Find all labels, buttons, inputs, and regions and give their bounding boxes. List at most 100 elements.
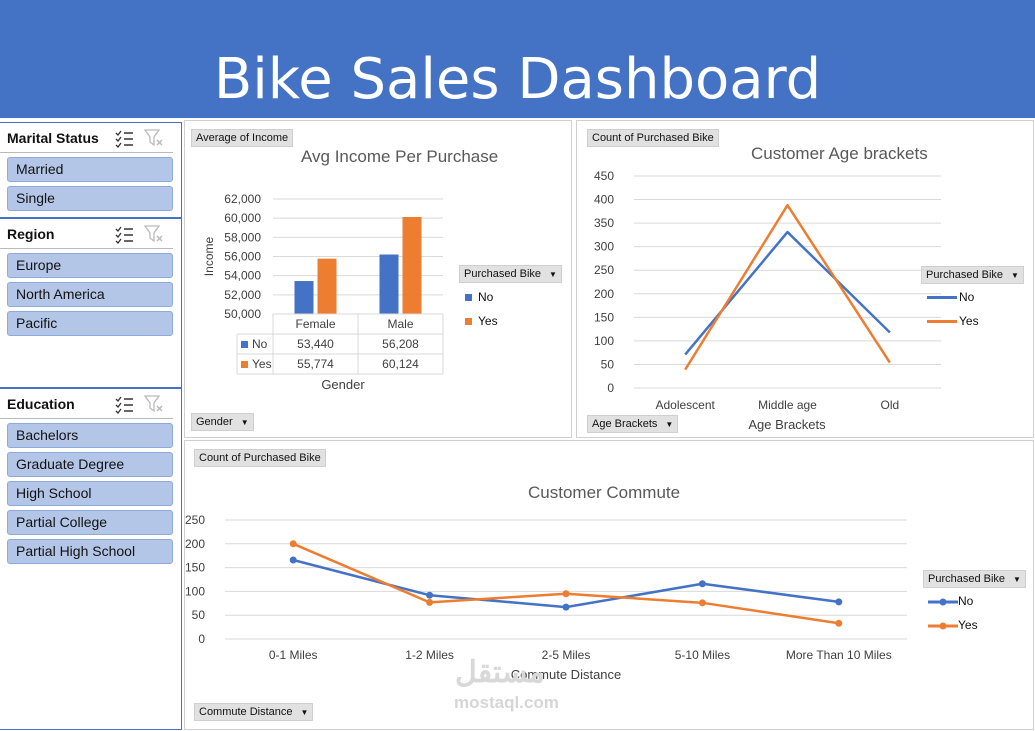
slicer-marital-status: Marital Status Married Single	[0, 122, 182, 218]
data-point-yes	[289, 540, 297, 548]
axis-field-button[interactable]: Commute Distance ▼	[194, 703, 314, 721]
y-tick-label: 150	[594, 310, 614, 324]
slicer-item-high-school[interactable]: High School	[7, 481, 173, 506]
category-label: 1-2 Miles	[405, 648, 454, 662]
legend-swatch-yes	[465, 318, 472, 325]
series-line-no	[292, 558, 839, 609]
multi-select-icon[interactable]	[113, 393, 135, 415]
data-point-no	[426, 591, 434, 599]
slicer-item-partial-college[interactable]: Partial College	[7, 510, 173, 535]
category-label: Male	[387, 317, 413, 331]
category-label: Adolescent	[655, 398, 715, 412]
value-field-button[interactable]: Average of Income	[191, 129, 294, 147]
category-label: Old	[880, 398, 899, 412]
y-tick-label: 300	[594, 240, 614, 254]
y-tick-label: 350	[594, 216, 614, 230]
multi-select-icon[interactable]	[113, 127, 135, 149]
table-series-name: Yes	[252, 357, 272, 371]
clear-filter-icon[interactable]	[143, 393, 165, 415]
legend-no: No	[465, 290, 493, 304]
y-tick-label: 60,000	[224, 211, 261, 225]
data-point-yes	[698, 599, 706, 607]
value-field-button[interactable]: Count of Purchased Bike	[194, 449, 326, 467]
y-tick-label: 56,000	[224, 250, 261, 264]
legend-line-no	[928, 598, 958, 606]
value-field-button[interactable]: Count of Purchased Bike	[587, 129, 719, 147]
legend-no: No	[928, 594, 973, 608]
legend-line-no	[927, 296, 957, 300]
legend-yes: Yes	[465, 314, 498, 328]
slicer-items: Europe North America Pacific	[0, 253, 181, 336]
dropdown-arrow-icon: ▼	[549, 270, 557, 279]
table-legend-key	[241, 361, 248, 368]
table-series-name: No	[252, 337, 268, 351]
slicer-title: Marital Status	[7, 129, 99, 146]
y-tick-label: 52,000	[224, 288, 261, 302]
category-label: 2-5 Miles	[542, 648, 591, 662]
legend-yes: Yes	[928, 618, 978, 632]
data-point-no	[289, 556, 297, 564]
income-chart-svg: 50,000 52,000 54,000 56,000 58,000 60,000 62,0…	[202, 192, 444, 392]
y-tick-label: 50	[601, 357, 615, 371]
category-label: Female	[295, 317, 335, 331]
data-point-no	[562, 603, 570, 611]
legend-no: No	[927, 290, 974, 304]
slicer-item-north-america[interactable]: North America	[7, 282, 173, 307]
y-axis-label: Income	[202, 237, 216, 277]
dropdown-arrow-icon: ▼	[1011, 271, 1019, 280]
y-tick-label: 62,000	[224, 192, 261, 206]
y-tick-label: 200	[594, 287, 614, 301]
axis-field-button[interactable]: Age Brackets ▼	[587, 415, 679, 433]
dropdown-arrow-icon: ▼	[1013, 575, 1021, 584]
category-label: 0-1 Miles	[269, 648, 318, 662]
x-axis-label: Age Brackets	[748, 417, 826, 432]
multi-select-icon[interactable]	[113, 223, 135, 245]
y-tick-label: 0	[607, 381, 614, 395]
slicer-item-single[interactable]: Single	[7, 186, 173, 211]
slicer-item-partial-high-school[interactable]: Partial High School	[7, 539, 173, 564]
x-axis-label: Gender	[321, 377, 365, 392]
dropdown-arrow-icon: ▼	[665, 420, 674, 429]
bar-yes-male	[402, 216, 422, 314]
slicer-header: Region	[0, 219, 173, 249]
y-tick-label: 58,000	[224, 230, 261, 244]
clear-filter-icon[interactable]	[143, 223, 165, 245]
slicer-region: Region Europe North America Pacific	[0, 218, 182, 388]
legend-field-button[interactable]: Purchased Bike ▼	[921, 266, 1024, 284]
legend-field-button[interactable]: Purchased Bike ▼	[459, 265, 562, 283]
y-tick-label: 50,000	[224, 307, 261, 321]
bar-yes-female	[317, 258, 337, 314]
y-tick-label: 250	[594, 263, 614, 277]
dashboard-title: Bike Sales Dashboard	[213, 47, 822, 112]
y-tick-label: 200	[185, 537, 205, 551]
slicer-item-graduate-degree[interactable]: Graduate Degree	[7, 452, 173, 477]
slicer-item-bachelors[interactable]: Bachelors	[7, 423, 173, 448]
x-axis-label: Commute Distance	[511, 667, 622, 682]
legend-swatch-no	[465, 294, 472, 301]
y-tick-label: 100	[594, 334, 614, 348]
series-line-yes	[292, 542, 839, 625]
slicer-item-married[interactable]: Married	[7, 157, 173, 182]
slicer-item-pacific[interactable]: Pacific	[7, 311, 173, 336]
slicer-item-europe[interactable]: Europe	[7, 253, 173, 278]
table-value: 60,124	[382, 357, 419, 371]
legend-line-yes	[927, 320, 957, 324]
table-value: 55,774	[297, 357, 334, 371]
commute-chart-svg: 0 50 100 150 200 250 0-1 Miles 1-2 Miles 2-5 Mil…	[185, 513, 907, 682]
clear-filter-icon[interactable]	[143, 127, 165, 149]
age-chart-svg: 0 50 100 150 200 250 300 350 400 450 Adolescent Mid…	[594, 169, 941, 432]
legend-field-button[interactable]: Purchased Bike ▼	[923, 570, 1026, 588]
y-tick-label: 450	[594, 169, 614, 183]
category-label: More Than 10 Miles	[786, 648, 892, 662]
table-value: 53,440	[297, 337, 334, 351]
y-tick-label: 54,000	[224, 269, 261, 283]
commute-chart-panel: Count of Purchased Bike Customer Commute…	[184, 440, 1034, 730]
data-point-no	[698, 580, 706, 588]
data-point-yes	[835, 619, 843, 627]
slicer-education: Education Bachelors Graduate Degree High…	[0, 388, 182, 730]
axis-field-button[interactable]: Gender ▼	[191, 413, 254, 431]
table-legend-key	[241, 341, 248, 348]
legend-line-yes	[928, 622, 958, 630]
chart-title: Customer Commute	[528, 483, 681, 502]
slicer-header: Education	[0, 389, 173, 419]
